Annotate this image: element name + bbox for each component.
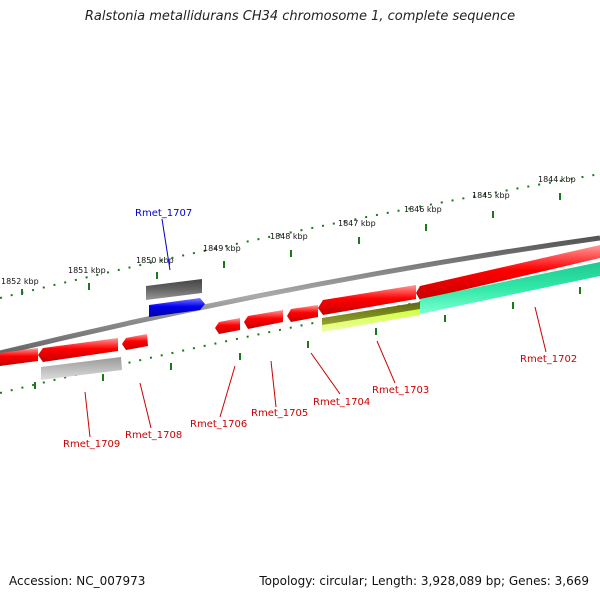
tick-label-1851: 1851 kbp <box>68 266 106 275</box>
gene-left-edge-arrow[interactable] <box>0 348 38 366</box>
gene-label-rmet-1708[interactable]: Rmet_1708 <box>125 430 182 441</box>
tick-label-1849: 1849 kbp <box>203 244 241 253</box>
gene-rmet-1704-arrow[interactable] <box>287 305 318 322</box>
tick-label-1852: 1852 kbp <box>1 277 39 286</box>
topology-summary: Topology: circular; Length: 3,928,089 bp… <box>259 574 589 588</box>
chromosome-backbone <box>0 235 600 356</box>
tick-label-1844: 1844 kbp <box>538 175 576 184</box>
gene-rmet-1703-lime[interactable] <box>322 309 420 332</box>
map-title: Ralstonia metallidurans CH34 chromosome … <box>84 9 516 24</box>
gene-label-rmet-1705[interactable]: Rmet_1705 <box>251 408 308 419</box>
gene-rmet-1702-arrow[interactable] <box>416 245 600 300</box>
accession-text: Accession: NC_007973 <box>9 574 146 588</box>
gene-rmet-1703-arrow[interactable] <box>318 285 416 315</box>
gene-rmet-1707-gray[interactable] <box>146 279 202 300</box>
gene-label-rmet-1707[interactable]: Rmet_1707 <box>135 208 192 219</box>
gene-rmet-1708-arrow[interactable] <box>122 334 148 350</box>
tick-label-1847: 1847 kbp <box>338 219 376 228</box>
tick-label-1846: 1846 kbp <box>404 205 442 214</box>
gene-label-rmet-1704[interactable]: Rmet_1704 <box>313 397 370 408</box>
gene-rmet-1707-blue[interactable] <box>149 298 205 317</box>
gene-label-rmet-1709[interactable]: Rmet_1709 <box>63 439 120 450</box>
tick-label-1845: 1845 kbp <box>472 191 510 200</box>
gene-rmet-1705-arrow[interactable] <box>244 310 283 329</box>
gene-label-rmet-1703[interactable]: Rmet_1703 <box>372 385 429 396</box>
major-ticks-outer <box>21 193 561 295</box>
gene-rmet-1709-gray[interactable] <box>41 357 122 380</box>
gene-rmet-1702-teal[interactable] <box>420 262 600 314</box>
tick-label-1850: 1850 kbp <box>136 256 174 265</box>
tick-label-1848: 1848 kbp <box>270 232 308 241</box>
gene-rmet-1706-arrow[interactable] <box>215 318 240 334</box>
gene-label-rmet-1706[interactable]: Rmet_1706 <box>190 419 247 430</box>
gene-label-rmet-1702[interactable]: Rmet_1702 <box>520 354 577 365</box>
major-ticks-inner <box>34 287 581 389</box>
gene-rmet-1709-arrow[interactable] <box>38 338 118 362</box>
label-leaders <box>84 218 547 438</box>
